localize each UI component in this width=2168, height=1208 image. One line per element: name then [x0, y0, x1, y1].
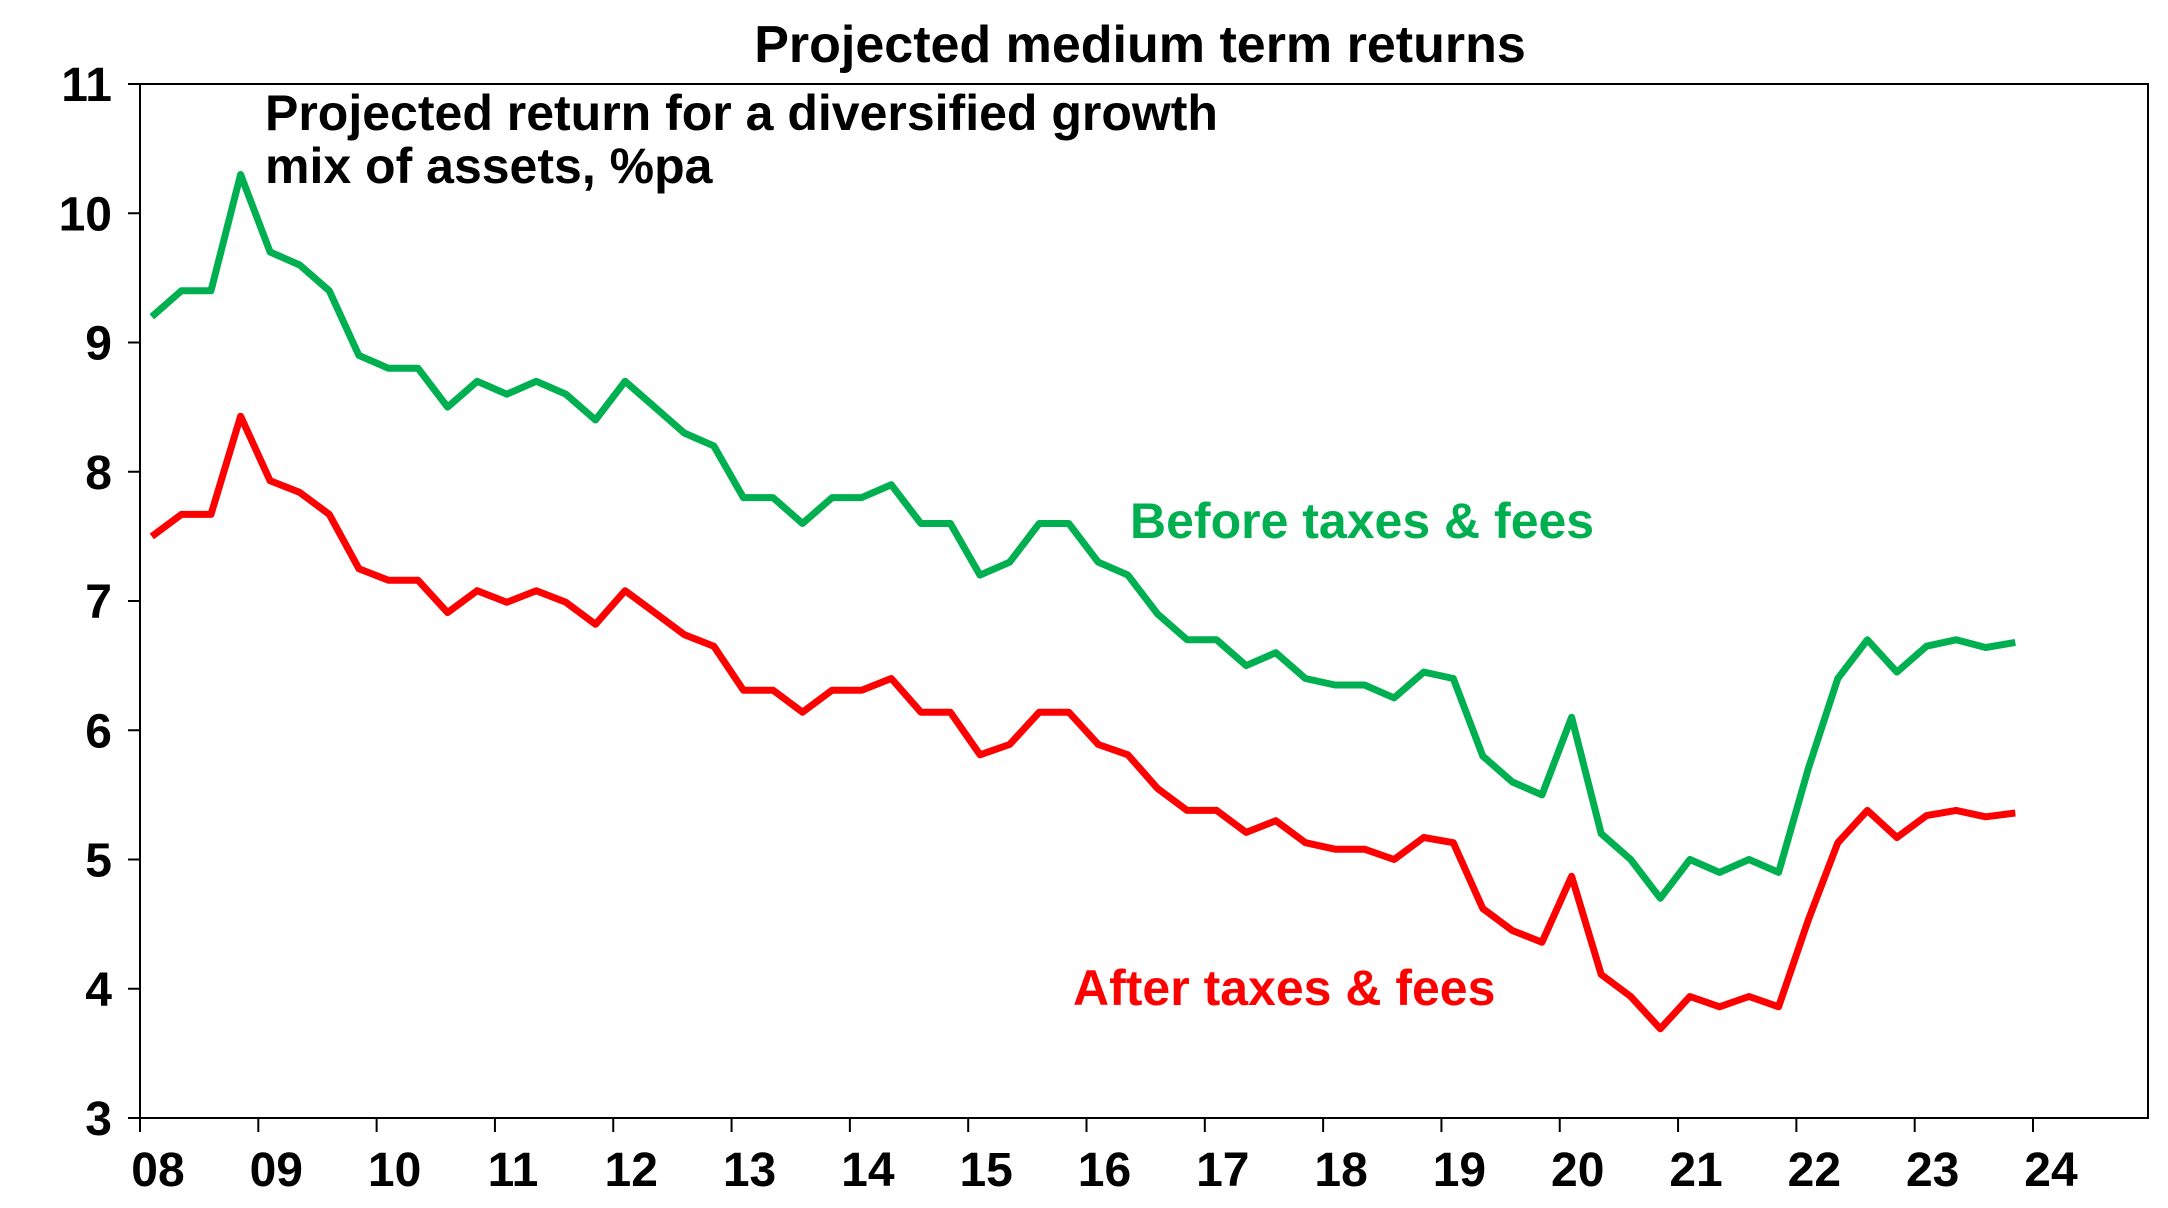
y-tick-label: 9 — [85, 318, 112, 371]
x-tick-label: 09 — [250, 1144, 303, 1197]
x-tick-label: 24 — [2024, 1144, 2078, 1197]
x-tick-label: 14 — [841, 1144, 895, 1197]
x-tick-label: 08 — [131, 1144, 184, 1197]
y-tick-label: 7 — [85, 576, 112, 629]
annotation-line-1: Projected return for a diversified growt… — [265, 85, 1218, 141]
y-tick-label: 10 — [59, 188, 112, 241]
y-tick-label: 4 — [85, 964, 112, 1017]
x-tick-label: 17 — [1196, 1144, 1249, 1197]
y-tick-label: 8 — [85, 447, 112, 500]
chart-title: Projected medium term returns — [754, 16, 1526, 74]
series-line-before-taxes — [149, 171, 2016, 902]
y-tick-label: 3 — [85, 1093, 112, 1146]
y-tick-label: 6 — [85, 705, 112, 758]
x-tick-label: 12 — [605, 1144, 658, 1197]
x-tick-label: 21 — [1669, 1144, 1722, 1197]
x-tick-label: 16 — [1078, 1144, 1131, 1197]
x-tick-label: 13 — [723, 1144, 776, 1197]
x-tick-label: 10 — [368, 1144, 421, 1197]
series-label-after: After taxes & fees — [1073, 960, 1495, 1016]
x-tick-label: 22 — [1788, 1144, 1841, 1197]
annotation-line-2: mix of assets, %pa — [265, 138, 714, 194]
x-tick-label: 11 — [488, 1144, 539, 1197]
y-tick-label: 11 — [61, 59, 112, 112]
x-tick-label: 15 — [959, 1144, 1012, 1197]
x-tick-label: 23 — [1906, 1144, 1959, 1197]
x-tick-label: 18 — [1314, 1144, 1367, 1197]
series-label-before: Before taxes & fees — [1130, 493, 1594, 549]
y-tick-label: 5 — [85, 835, 112, 888]
x-tick-label: 19 — [1433, 1144, 1486, 1197]
x-tick-label: 20 — [1551, 1144, 1604, 1197]
series-line-after-taxes — [149, 412, 2016, 1033]
